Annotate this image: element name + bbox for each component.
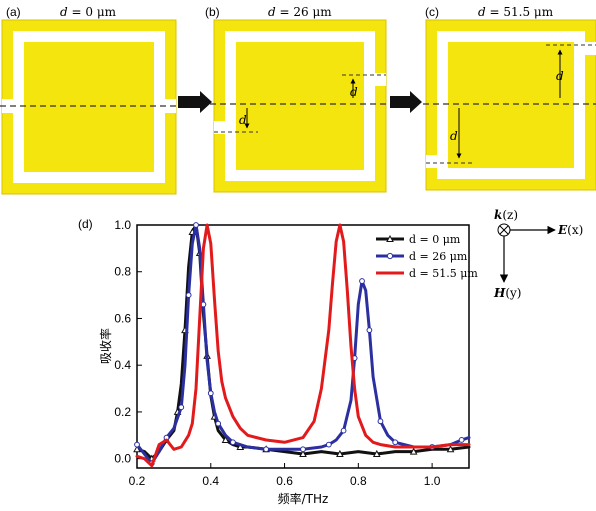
data-point-circle <box>458 437 465 443</box>
data-point-circle <box>178 404 185 411</box>
legend-label: d = 0 μm <box>409 233 461 246</box>
data-point-triangle <box>221 435 230 443</box>
y-tick-label: 0.4 <box>114 358 131 372</box>
x-tick-label: 1.0 <box>424 474 441 488</box>
data-point-circle <box>263 446 270 453</box>
h-vector-label: H(y) <box>493 286 522 300</box>
data-point-circle <box>340 427 347 434</box>
legend: d = 0 μm d = 26 μm d = 51.5 μm <box>376 233 478 280</box>
y-tick-label: 0.6 <box>114 311 131 325</box>
resonator-b <box>213 19 387 193</box>
plot-frame <box>136 224 470 469</box>
panel-title-b: d = 26 μm <box>268 5 332 19</box>
x-tick-label: 0.4 <box>202 474 219 488</box>
k-vector-label: k(z) <box>494 208 518 222</box>
data-point-circle <box>207 390 214 397</box>
x-tick-label: 0.6 <box>276 474 293 488</box>
data-point-circle <box>185 292 192 298</box>
y-tick-label: 1.0 <box>114 218 131 232</box>
data-point-circle <box>325 441 332 448</box>
data-point-circle <box>193 222 199 228</box>
series-line-2 <box>135 223 471 468</box>
resonator-c <box>425 19 596 191</box>
legend-marker <box>386 252 394 260</box>
data-point-circle <box>134 441 140 448</box>
x-axis-ticks: 0.2 0.4 0.6 0.8 1.0 <box>129 463 441 488</box>
y-tick-label: 0.8 <box>114 265 131 279</box>
dimension-label-c-left: d <box>450 129 458 143</box>
legend-marker <box>386 234 394 242</box>
panel-label-a: (a) <box>6 5 21 19</box>
y-tick-label: 0.0 <box>114 452 131 466</box>
dimension-label-b-right: d <box>350 85 358 99</box>
data-point-triangle <box>409 447 418 455</box>
panel-label-d: (d) <box>78 217 93 231</box>
data-point-triangle <box>446 445 455 453</box>
data-point-triangle <box>336 449 344 457</box>
panel-title-c: d = 51.5 μm <box>478 5 554 19</box>
legend-label: d = 26 μm <box>409 250 468 263</box>
dimension-label-c-right: d <box>556 69 564 83</box>
e-vector-label: E(x) <box>557 223 583 237</box>
series-layer <box>133 222 471 468</box>
data-point-circle <box>300 446 306 453</box>
absorption-chart: 0.2 0.4 0.6 0.8 1.0 0.0 0.2 0.4 0.6 0.8 1.0 频率/TH… <box>98 218 478 506</box>
data-point-circle <box>392 439 399 446</box>
data-point-circle <box>359 278 365 284</box>
x-axis-label: 频率/THz <box>278 491 329 506</box>
data-point-triangle <box>133 445 141 453</box>
data-point-circle <box>215 420 222 427</box>
data-point-triangle <box>299 449 307 457</box>
data-point-circle <box>366 327 373 334</box>
resonator-a <box>1 19 177 195</box>
panel-label-c: (c) <box>425 5 439 19</box>
coordinate-legend: k(z) E(x) H(y) <box>493 208 583 300</box>
arrow-a-to-b <box>178 91 212 113</box>
data-point-circle <box>377 418 384 425</box>
x-tick-label: 0.8 <box>350 474 367 488</box>
panel-title-a: d = 0 μm <box>60 5 117 19</box>
legend-label: d = 51.5 μm <box>409 267 478 280</box>
arrow-b-to-c <box>390 91 422 113</box>
panel-label-b: (b) <box>205 5 220 19</box>
data-point-circle <box>230 439 236 446</box>
y-tick-label: 0.2 <box>114 405 131 419</box>
y-axis-label: 吸收率 <box>98 328 113 364</box>
y-axis-ticks: 0.0 0.2 0.4 0.6 0.8 1.0 <box>114 218 142 466</box>
data-point-triangle <box>236 442 245 450</box>
data-point-triangle <box>372 449 381 457</box>
x-tick-label: 0.2 <box>129 474 146 488</box>
dimension-label-b-left: d <box>239 113 247 127</box>
